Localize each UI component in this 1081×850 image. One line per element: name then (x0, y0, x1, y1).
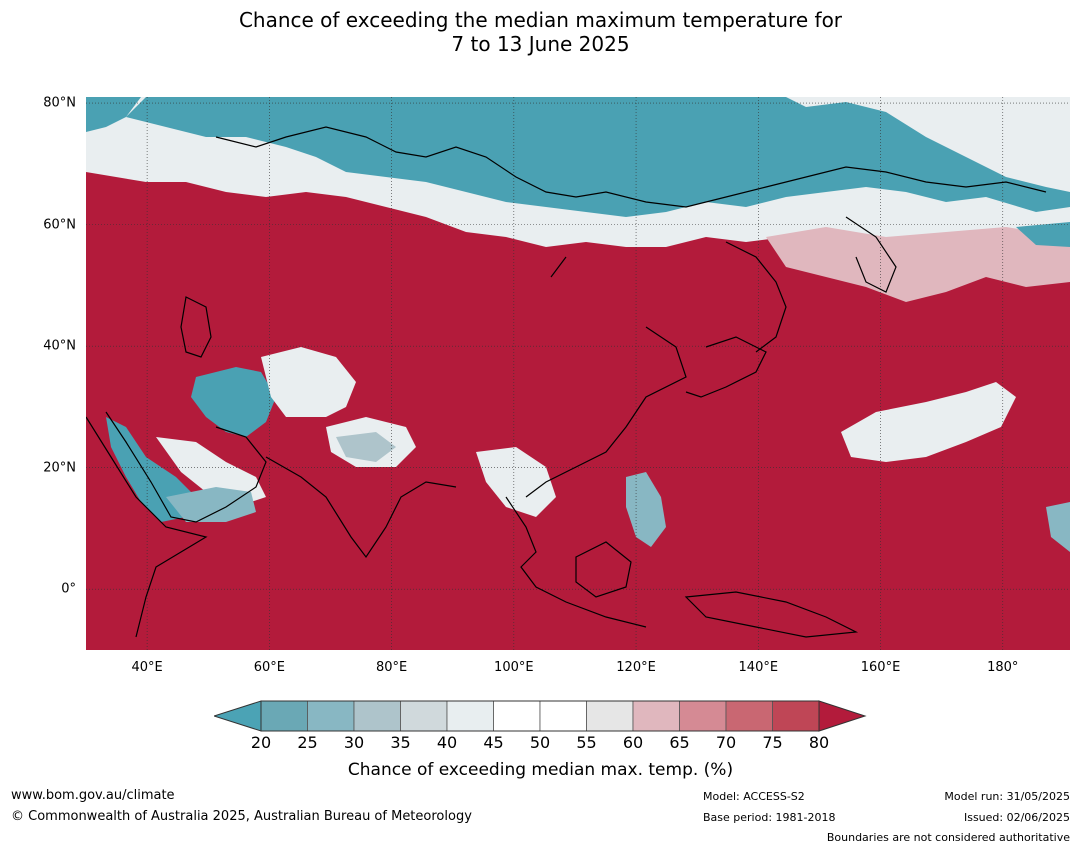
footer-model: Model: ACCESS-S2 (703, 790, 805, 803)
coastline-kamchatka (845, 216, 897, 293)
region-siberia-cold (126, 97, 1070, 217)
coastline-arctic (215, 126, 1047, 208)
region-iran-cool (191, 367, 276, 437)
region-arabia-neutral (156, 437, 266, 507)
latitude-label: 40°N (43, 338, 76, 354)
footer-disclaimer: Boundaries are not considered authoritat… (826, 831, 1070, 844)
coastline-new-guinea (684, 591, 859, 638)
colorbar-tick-label: 30 (343, 733, 365, 752)
coastline-china (525, 326, 687, 498)
colorbar-segment (400, 700, 448, 732)
longitude-label: 160°E (860, 660, 901, 675)
region-arctic-coast-cold (86, 97, 141, 132)
region-kamchatka-mixed (766, 227, 1070, 302)
colorbar-tick-label: 35 (390, 733, 411, 752)
forecast-map (86, 97, 1070, 650)
colorbar-low-extend (214, 700, 262, 732)
region-afghanistan-neutral (261, 347, 356, 417)
colorbar-tick-label: 80 (808, 733, 830, 752)
graticule (86, 97, 1070, 650)
colorbar-segment (586, 700, 634, 732)
footer-model-run: Model run: 31/05/2025 (944, 790, 1070, 803)
longitude-label: 140°E (738, 660, 779, 675)
colorbar-tick-label: 50 (529, 733, 551, 752)
colorbar-segment (725, 700, 773, 732)
map-title: Chance of exceeding the median maximum t… (0, 8, 1081, 56)
title-line-1: Chance of exceeding the median maximum t… (238, 8, 843, 32)
colorbar-segment (353, 700, 401, 732)
colorbar-segment (446, 700, 494, 732)
colorbar-tick-label: 65 (669, 733, 690, 752)
latitude-label: 20°N (43, 460, 76, 476)
region-bering-cold (1016, 222, 1070, 247)
colorbar-tick-label: 60 (622, 733, 644, 752)
coastlines (86, 126, 1047, 638)
coastline-arabia (105, 411, 267, 523)
colorbar-tick-label: 55 (576, 733, 597, 752)
colorbar (214, 700, 867, 732)
coastline-red-sea-africa (86, 416, 208, 638)
longitude-label: 80°E (375, 660, 408, 675)
colorbar-tick-label: 75 (762, 733, 783, 752)
footer-copyright: © Commonwealth of Australia 2025, Austra… (11, 809, 472, 824)
latitude-label: 80°N (43, 95, 76, 111)
colorbar-segments (260, 700, 820, 732)
colorbar-tick-label: 40 (436, 733, 458, 752)
title-line-2: 7 to 13 June 2025 (451, 32, 630, 56)
footer-issued: Issued: 02/06/2025 (963, 811, 1070, 824)
colorbar-segment (632, 700, 680, 732)
colorbar-outline (260, 700, 820, 732)
longitude-label: 180° (987, 660, 1019, 675)
colorbar-tick-label: 25 (297, 733, 318, 752)
coastline-southeast-asia (505, 496, 647, 628)
colorbar-segment (260, 700, 308, 732)
footer-website: www.bom.gov.au/climate (11, 788, 175, 803)
colorbar-segment (772, 700, 820, 732)
longitude-label: 120°E (616, 660, 656, 675)
coastline-pacific-russia (725, 241, 787, 353)
coastline-caspian (180, 296, 212, 358)
colorbar-tick-label: 70 (715, 733, 737, 752)
latitude-label: 60°N (43, 217, 76, 233)
region-east-africa-cool (166, 487, 256, 522)
footer-base-period: Base period: 1981-2018 (703, 811, 836, 824)
region-pacific-neutral (841, 382, 1016, 462)
coastline-borneo (575, 541, 632, 598)
coastline-india (265, 456, 457, 559)
coastline-baikal (550, 256, 567, 278)
region-india-north-cool (336, 432, 396, 462)
colorbar-tick-label: 20 (250, 733, 272, 752)
forecast-map-canvas (86, 97, 1070, 650)
longitude-label: 60°E (253, 660, 285, 675)
colorbar-tick-label: 45 (483, 733, 504, 752)
colorbar-high-extend (818, 700, 867, 732)
region-pacific-east-cool (1046, 502, 1070, 552)
latitude-label: 0° (61, 581, 76, 597)
longitude-label: 40°E (131, 660, 163, 675)
colorbar-title: Chance of exceeding median max. temp. (%… (347, 760, 734, 780)
colorbar-segment (493, 700, 541, 732)
colorbar-segment (539, 700, 587, 732)
colorbar-segment (679, 700, 727, 732)
region-indochina-neutral (476, 447, 556, 517)
colorbar-segment (307, 700, 355, 732)
longitude-label: 100°E (494, 660, 534, 675)
coastline-japan (685, 336, 767, 398)
